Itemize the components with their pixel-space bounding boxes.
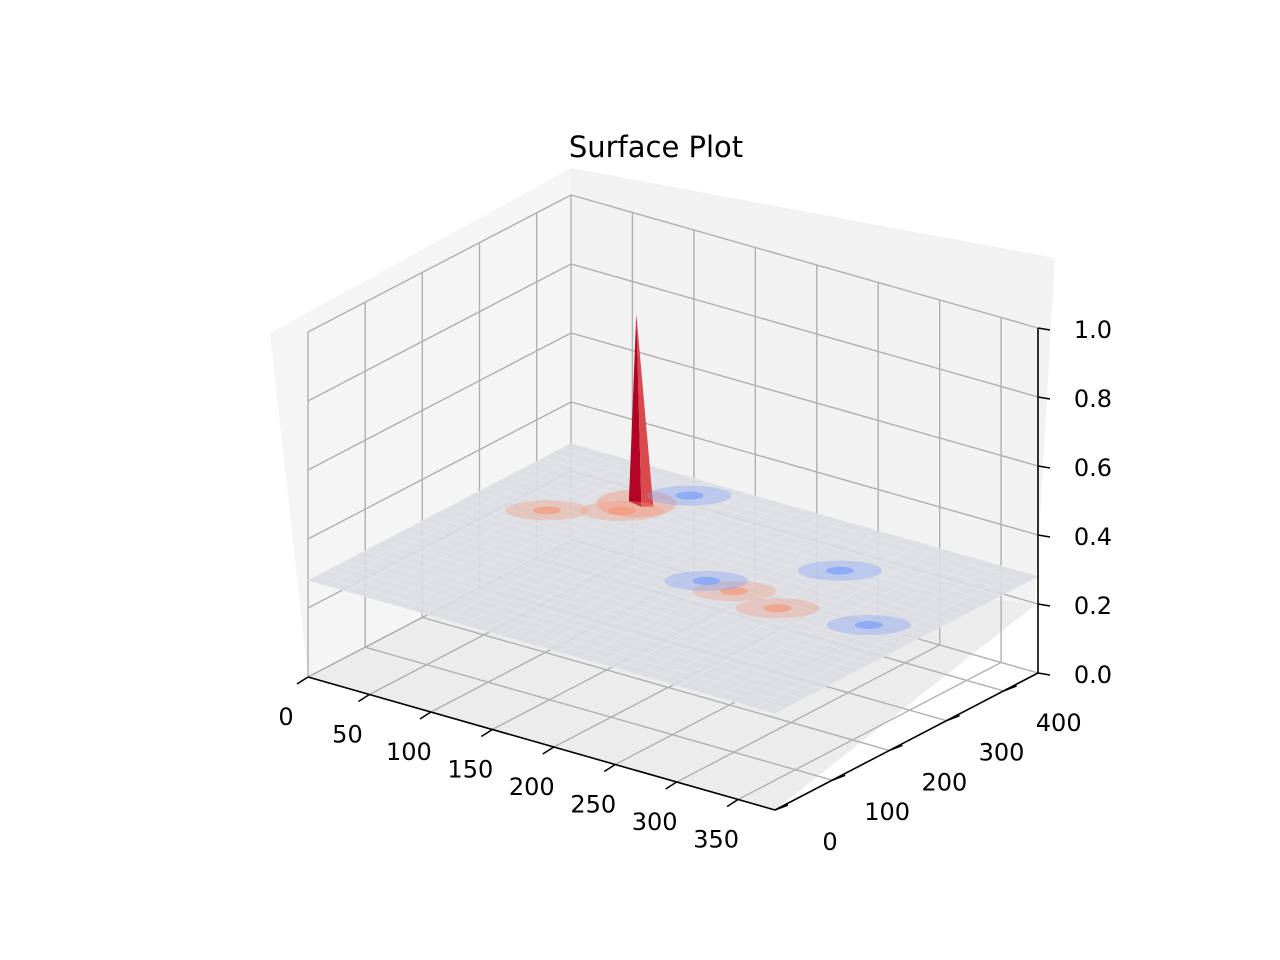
surface-mesh-line xyxy=(373,545,841,680)
surface-cool-blob xyxy=(675,491,704,500)
surface-mesh-line xyxy=(505,477,973,611)
surface xyxy=(307,313,1039,714)
x-tick xyxy=(665,781,678,790)
surface-mesh-line xyxy=(326,570,794,704)
surface-mesh-line xyxy=(486,487,954,621)
y-tick-label: 400 xyxy=(1036,709,1082,737)
grid-line-z xyxy=(307,332,1039,471)
surface-mesh-line xyxy=(439,511,907,646)
surface-mesh-line xyxy=(458,501,926,636)
surface-peak xyxy=(628,313,642,507)
z-tick-label: 1.0 xyxy=(1074,316,1112,344)
surface-mesh-line xyxy=(345,560,813,695)
y-tick-label: 100 xyxy=(864,798,910,826)
surface-mesh-line xyxy=(514,472,982,606)
surface-mesh-line xyxy=(420,521,888,655)
x-tick-label: 200 xyxy=(509,773,555,801)
z-tick xyxy=(1037,603,1051,607)
surface-mesh-line xyxy=(336,565,804,699)
chart-title: Surface Plot xyxy=(569,130,743,164)
surface-mesh-line xyxy=(430,516,898,651)
surface-mesh-line xyxy=(523,467,992,602)
x-tick-label: 250 xyxy=(570,791,616,819)
x-tick xyxy=(419,711,432,720)
x-tick xyxy=(542,746,555,755)
surface-mesh-line xyxy=(411,526,879,660)
y-tick xyxy=(946,714,960,722)
y-tick-label: 200 xyxy=(921,768,967,796)
surface-mesh-line xyxy=(448,506,916,641)
y-tick-label: 300 xyxy=(979,739,1025,767)
x-tick-label: 0 xyxy=(278,703,293,731)
x-tick xyxy=(480,728,493,738)
surface-mesh-line xyxy=(317,575,785,709)
surface-mesh-line xyxy=(354,555,823,690)
y-tick xyxy=(889,744,903,752)
x-tick-label: 50 xyxy=(332,721,363,749)
z-tick xyxy=(1037,327,1051,331)
z-tick xyxy=(1037,396,1051,400)
z-tick xyxy=(1037,672,1051,676)
surface-warm-blob xyxy=(720,587,749,596)
surface-mesh-line xyxy=(401,531,869,665)
surface-mesh-line xyxy=(383,541,851,675)
x-tick xyxy=(358,693,370,703)
x-tick xyxy=(296,676,309,685)
y-tick xyxy=(1003,685,1017,692)
grid-line-z xyxy=(307,194,1039,333)
x-tick xyxy=(603,763,616,773)
surface-cool-blob xyxy=(854,620,883,629)
z-tick-label: 0.4 xyxy=(1074,523,1112,551)
surface-mesh-line xyxy=(533,462,1001,597)
surface-cool-blob xyxy=(825,566,854,575)
y-axis-line xyxy=(774,672,1039,811)
x-tick-label: 350 xyxy=(693,826,739,854)
surface-peak xyxy=(636,313,654,507)
z-tick-label: 0.6 xyxy=(1074,454,1112,482)
surface-mesh-line xyxy=(477,492,945,626)
z-tick-label: 0.2 xyxy=(1074,592,1112,620)
surface-mesh-line xyxy=(392,536,860,670)
y-tick xyxy=(774,804,789,811)
y-tick xyxy=(831,774,846,781)
surface-warm-blob xyxy=(533,506,562,515)
y-tick-label: 0 xyxy=(822,828,837,856)
x-tick-label: 100 xyxy=(386,738,432,766)
axes: 0 50 100 150 200 250 300 350 0 100 200 300 400 0.0 0.2… xyxy=(278,316,1112,856)
x-tick-label: 150 xyxy=(447,756,493,784)
grid-line-z xyxy=(307,263,1039,402)
x-axis-line xyxy=(307,676,776,811)
x-tick xyxy=(726,798,739,808)
surface-mesh-line xyxy=(542,457,1010,592)
surface-warm-blob xyxy=(608,506,636,515)
surface-cool-blob xyxy=(692,576,721,585)
surface-mesh-line xyxy=(495,482,963,616)
x-tick-label: 300 xyxy=(632,808,678,836)
surface-mesh-line xyxy=(364,550,832,685)
z-tick xyxy=(1037,465,1051,469)
z-tick-label: 0.8 xyxy=(1074,385,1112,413)
surface-warm-blob xyxy=(763,604,792,613)
surface-mesh-line xyxy=(467,496,935,631)
z-tick xyxy=(1037,534,1051,538)
grid-line-z xyxy=(307,401,1039,540)
z-tick-label: 0.0 xyxy=(1074,661,1112,689)
